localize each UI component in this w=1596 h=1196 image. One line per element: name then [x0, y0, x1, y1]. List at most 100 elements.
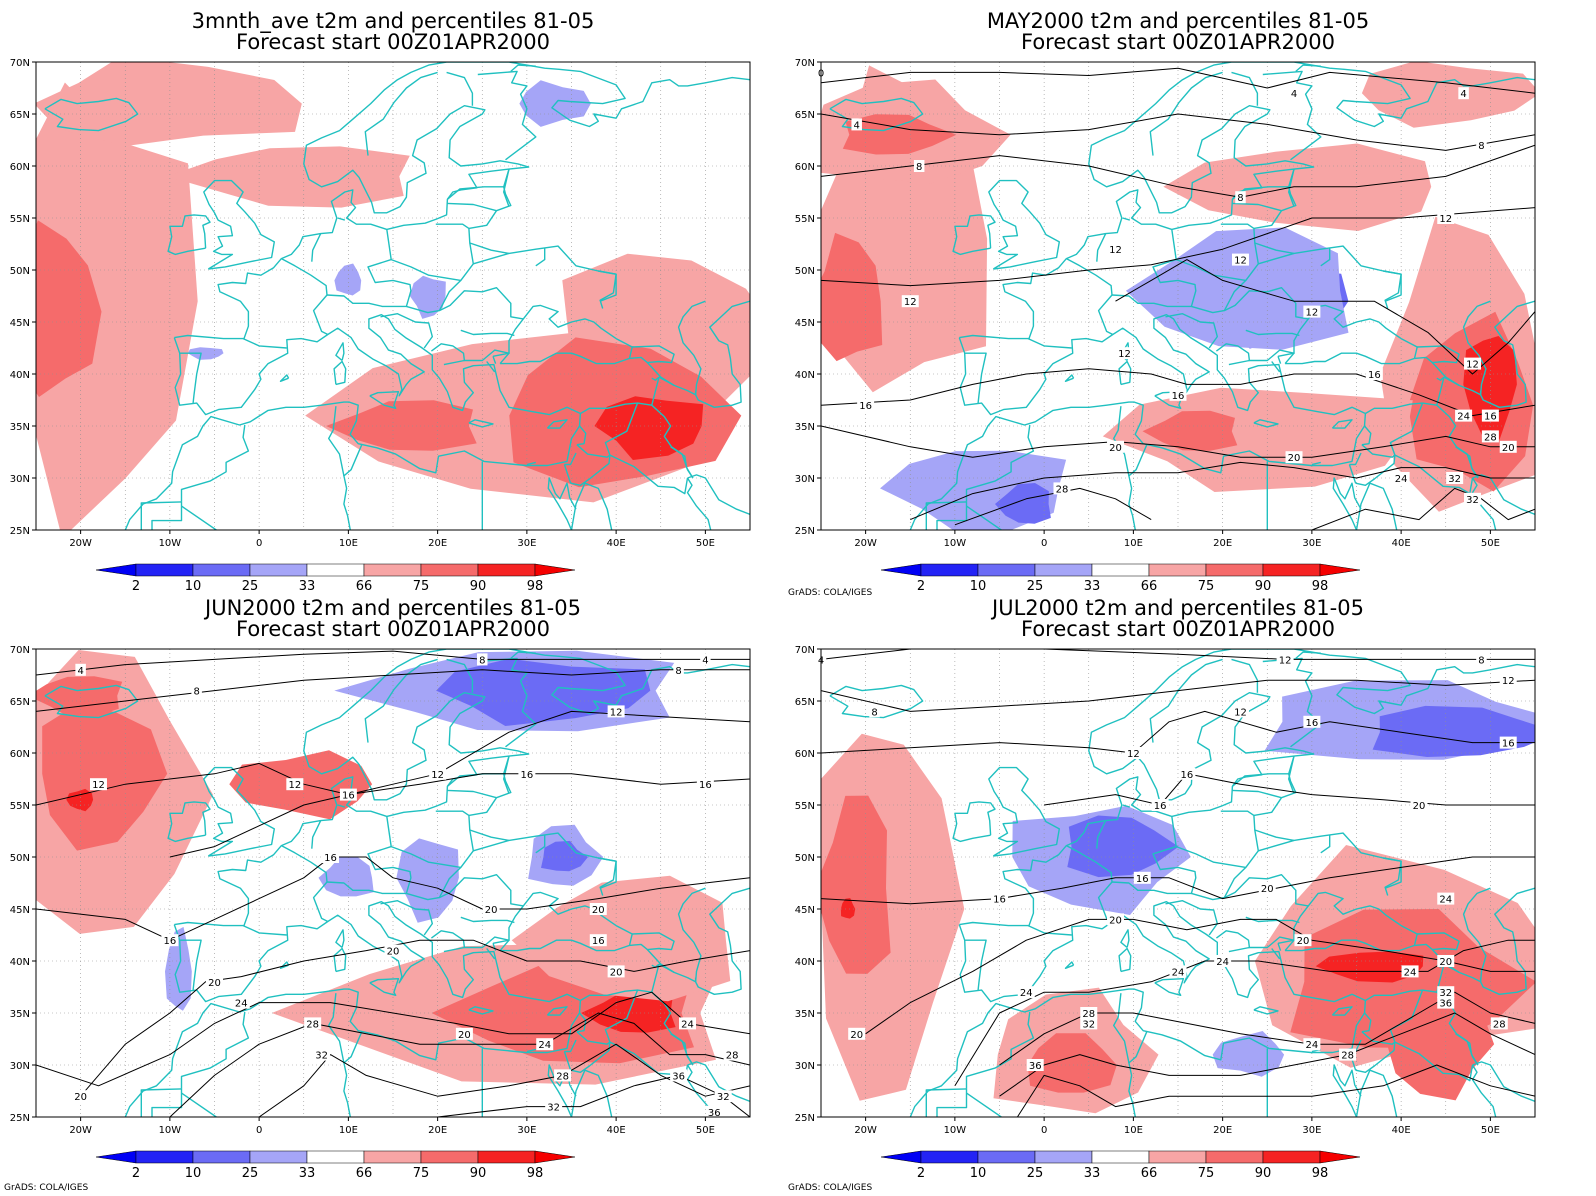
coastline — [1154, 391, 1185, 409]
contour-label-bg — [1455, 409, 1473, 422]
border-line — [1348, 464, 1357, 484]
lon-tick-label: 20E — [1213, 538, 1232, 549]
border-line — [1258, 245, 1402, 302]
contour-labels: 4 4 8 8 8 12 12 12 12 16 16 16 16 16 16 20 20 20 20 20 20 20 2… — [72, 653, 741, 1119]
coastline — [546, 419, 568, 429]
contour-label-bg — [1499, 736, 1517, 749]
lat-tick-label: 35N — [795, 422, 815, 433]
contour-label-bg — [477, 653, 488, 666]
contour-label: 8 — [479, 655, 485, 666]
colorbar-segment — [920, 563, 979, 577]
coastline — [1064, 374, 1075, 382]
coastlines — [829, 62, 1535, 530]
lat-tick-label: 60N — [795, 162, 815, 173]
border-line — [1436, 376, 1445, 381]
contour-label: 32 — [1448, 474, 1461, 485]
border-line — [1361, 425, 1372, 446]
contour-label-bg — [1017, 986, 1035, 999]
contour-label-bg — [1476, 653, 1487, 666]
coastline — [546, 1006, 568, 1016]
border-line — [1232, 202, 1282, 212]
contour-label: 16 — [1306, 718, 1319, 729]
contour-label-bg — [723, 1048, 741, 1061]
border-line — [328, 993, 345, 1064]
border-line — [281, 257, 329, 336]
anomaly-region-l-red — [1102, 387, 1413, 492]
contour-label: 16 — [1502, 739, 1515, 750]
contour-label-bg — [322, 851, 340, 863]
coastline — [1355, 482, 1398, 530]
border-line — [343, 444, 363, 530]
lon-tick-label: 0 — [256, 1125, 262, 1136]
border-line — [629, 932, 675, 951]
isotherm-line — [821, 368, 1535, 417]
contour-label-bg — [1080, 1017, 1098, 1030]
border-line — [1349, 452, 1362, 466]
coastline — [167, 801, 211, 843]
border-line — [510, 64, 536, 72]
border-line — [1287, 168, 1295, 207]
border-line — [1455, 446, 1479, 479]
lat-tick-label: 65N — [795, 697, 815, 708]
border-line — [1320, 835, 1331, 854]
border-line — [1066, 257, 1114, 336]
panel-title-line1: JUL2000 t2m and percentiles 81-05 — [990, 596, 1364, 620]
anomaly-region-l-red — [36, 82, 198, 530]
lat-tick-label: 30N — [795, 1061, 815, 1072]
contour-label-bg — [607, 965, 625, 978]
lat-tick-label: 65N — [10, 110, 30, 121]
border-line — [486, 361, 496, 373]
contour-label: 20 — [1297, 936, 1310, 947]
coastline — [333, 360, 347, 386]
border-line — [380, 313, 433, 349]
border-line — [1165, 900, 1219, 936]
map-frame — [820, 648, 1536, 1118]
coastline — [952, 801, 996, 843]
contour-label-bg — [1288, 87, 1300, 100]
grads-credit: GrADS: COLA/IGES — [788, 588, 872, 598]
contour-label: 12 — [1279, 655, 1292, 666]
contour-label-bg — [536, 1038, 554, 1051]
isotherm-line — [821, 649, 1535, 660]
isotherm-line — [36, 856, 750, 941]
lat-tick-label: 45N — [795, 318, 815, 329]
colorbar-left-arrow — [95, 563, 137, 577]
lon-tick-label: 10E — [1124, 538, 1143, 549]
isotherm-line — [1311, 487, 1535, 530]
border-line — [468, 168, 512, 230]
contour-label-bg — [1294, 934, 1312, 947]
contour-label: 16 — [324, 853, 337, 864]
contour-label-bg — [1464, 357, 1482, 370]
coastline — [468, 419, 494, 428]
anomaly-region-l-blue — [409, 275, 446, 319]
border-line — [1389, 989, 1474, 1082]
border-line — [526, 461, 536, 466]
anomaly-region-m-red — [42, 703, 168, 851]
colorbar-level-label: 66 — [356, 1166, 373, 1181]
contour-label-bg — [1481, 409, 1499, 422]
lat-lon-gridlines — [36, 62, 750, 530]
isotherm-line — [865, 918, 1535, 1035]
border-line — [570, 444, 611, 486]
border-line — [936, 1088, 968, 1117]
contour-label: 24 — [1457, 412, 1470, 423]
contour-label-bg — [1392, 472, 1410, 484]
lon-tick-label: 10E — [339, 1125, 358, 1136]
coastline — [1331, 419, 1353, 429]
percentile-shading — [36, 62, 750, 530]
contour-label-bg — [482, 903, 500, 915]
border-line — [1287, 755, 1295, 794]
coastline — [1154, 978, 1185, 996]
contour-label: 12 — [1439, 214, 1452, 225]
lon-tick-label: 20W — [69, 538, 92, 549]
border-line — [966, 505, 1002, 530]
coastline — [952, 214, 996, 256]
lat-tick-label: 30N — [10, 1061, 30, 1072]
border-line — [1248, 349, 1295, 362]
contour-label-bg — [1133, 871, 1151, 884]
contour-label-bg — [455, 1027, 473, 1040]
colorbar-level-label: 10 — [970, 579, 987, 594]
isotherm-line — [821, 856, 1535, 905]
border-line — [564, 1039, 577, 1053]
contour-label: 32 — [717, 1092, 730, 1103]
